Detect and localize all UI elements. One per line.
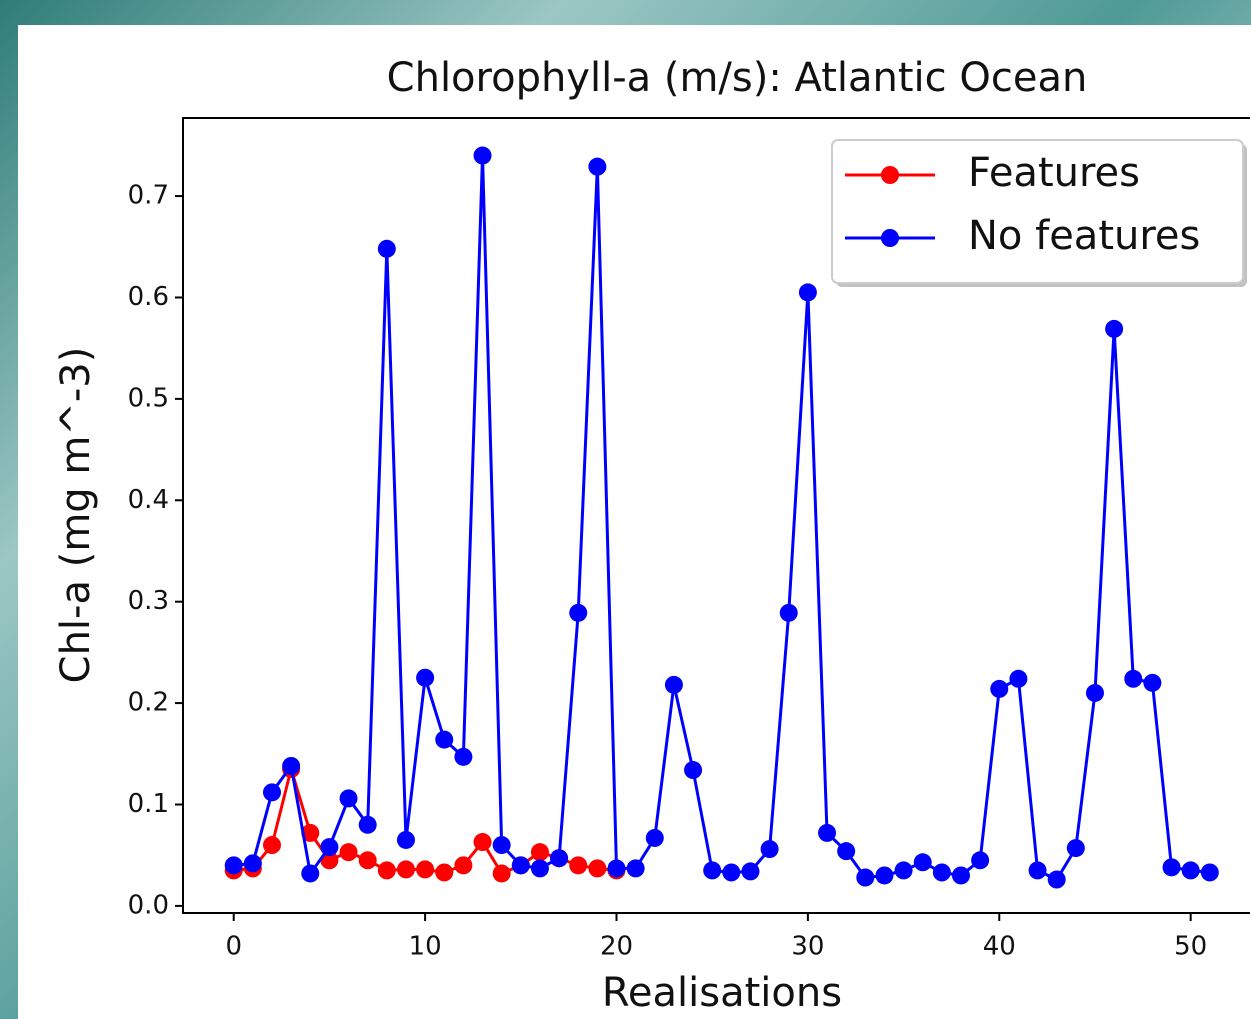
data-point — [703, 861, 722, 880]
data-point — [779, 603, 798, 622]
data-point — [1200, 863, 1219, 882]
data-point — [377, 239, 396, 258]
data-point — [722, 863, 741, 882]
data-point — [454, 856, 473, 875]
data-point — [550, 849, 569, 868]
data-point — [741, 862, 760, 881]
data-point — [607, 859, 626, 878]
x-tick-label: 20 — [600, 932, 633, 962]
data-point — [875, 866, 894, 885]
data-point — [530, 843, 549, 862]
legend-label: No features — [968, 213, 1200, 259]
data-point — [224, 856, 243, 875]
data-point — [530, 859, 549, 878]
data-point — [511, 856, 530, 875]
x-tick-label: 30 — [791, 932, 824, 962]
data-point — [645, 828, 664, 847]
data-point — [588, 157, 607, 176]
data-point — [971, 851, 990, 870]
x-axis-label: Realisations — [602, 970, 842, 1016]
y-tick-label: 0.3 — [128, 586, 169, 616]
data-point — [1124, 669, 1143, 688]
data-point — [301, 864, 320, 883]
data-point — [569, 856, 588, 875]
data-point — [1181, 861, 1200, 880]
data-point — [358, 815, 377, 834]
data-point — [454, 747, 473, 766]
data-point — [492, 836, 511, 855]
data-point — [1028, 861, 1047, 880]
y-tick-label: 0.1 — [128, 789, 169, 819]
x-tick-label: 50 — [1174, 932, 1207, 962]
data-point — [262, 783, 281, 802]
data-point — [1085, 683, 1104, 702]
data-point — [818, 823, 837, 842]
data-point — [435, 730, 454, 749]
data-point — [684, 761, 703, 780]
x-tick-label: 40 — [983, 932, 1016, 962]
legend: Features No features — [831, 139, 1247, 287]
y-tick-label: 0.6 — [128, 282, 169, 312]
chart-title: Chlorophyll-a (m/s): Atlantic Ocean — [387, 55, 1088, 101]
data-point — [262, 836, 281, 855]
axes-frame — [182, 117, 1250, 914]
legend-label: Features — [968, 150, 1140, 196]
data-point — [1066, 839, 1085, 858]
data-point — [1047, 870, 1066, 889]
y-tick-label: 0.7 — [128, 181, 169, 211]
y-axis-label: Chl-a (mg m^-3) — [53, 347, 99, 684]
data-point — [664, 675, 683, 694]
data-point — [473, 833, 492, 852]
y-tick-label: 0.0 — [128, 890, 169, 920]
data-point — [1105, 319, 1124, 338]
data-point — [626, 859, 645, 878]
data-point — [243, 854, 262, 873]
data-point — [760, 840, 779, 859]
data-point — [358, 851, 377, 870]
data-point — [396, 830, 415, 849]
data-point — [798, 283, 817, 302]
data-point — [913, 853, 932, 872]
data-point — [894, 861, 913, 880]
data-point — [396, 860, 415, 879]
legend-marker — [881, 229, 899, 247]
y-tick-label: 0.5 — [128, 383, 169, 413]
x-tick-label: 10 — [409, 932, 442, 962]
legend-marker — [881, 166, 899, 184]
series-line — [233, 155, 1210, 882]
data-point — [416, 668, 435, 687]
data-point — [339, 789, 358, 808]
y-tick-label: 0.4 — [128, 485, 169, 515]
x-tick-label: 0 — [225, 932, 242, 962]
data-point — [588, 859, 607, 878]
data-point — [837, 842, 856, 861]
data-point — [339, 843, 358, 862]
data-point — [990, 679, 1009, 698]
data-point — [416, 860, 435, 879]
data-point — [952, 866, 971, 885]
data-point — [1009, 669, 1028, 688]
data-point — [320, 838, 339, 857]
y-tick-label: 0.2 — [128, 688, 169, 718]
data-point — [377, 861, 396, 880]
data-point — [856, 868, 875, 887]
data-point — [282, 756, 301, 775]
data-point — [473, 146, 492, 165]
data-point — [435, 863, 454, 882]
data-point — [492, 864, 511, 883]
data-point — [1143, 673, 1162, 692]
data-point — [1162, 858, 1181, 877]
data-point — [932, 863, 951, 882]
data-point — [569, 603, 588, 622]
data-point — [301, 823, 320, 842]
